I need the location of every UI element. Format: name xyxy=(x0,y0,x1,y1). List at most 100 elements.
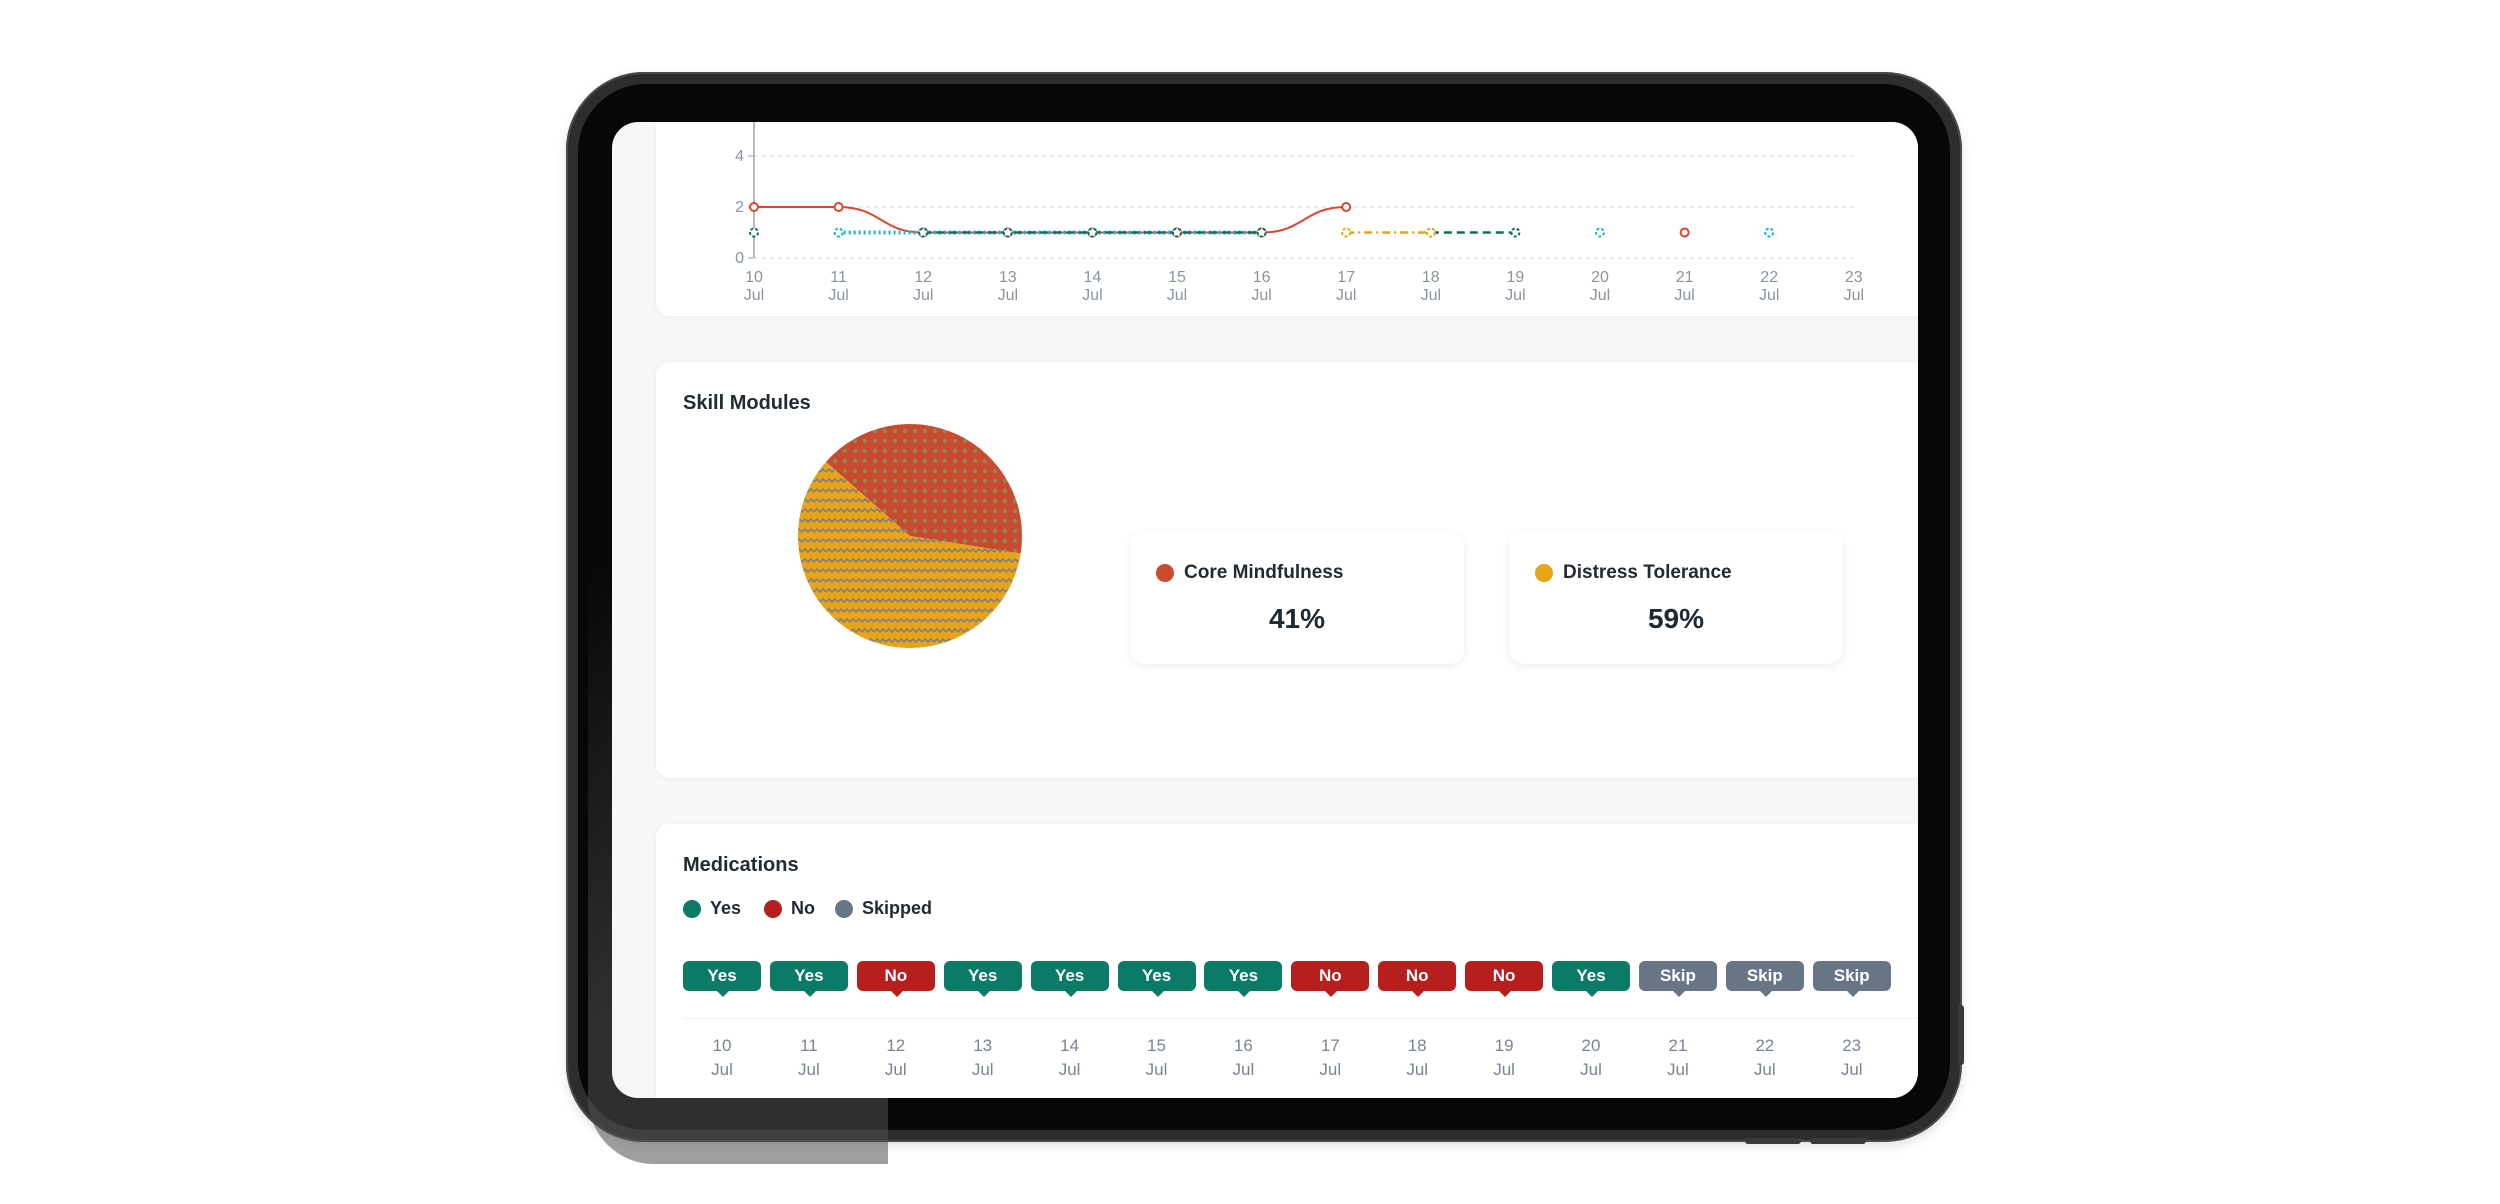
series-point-1[interactable] xyxy=(1764,227,1775,238)
series-point-2[interactable] xyxy=(749,227,759,238)
medication-date: 23 Jul xyxy=(1822,1034,1882,1082)
medication-date: 22 Jul xyxy=(1735,1034,1795,1082)
x-tick-day: 16 xyxy=(1253,269,1271,286)
medication-date-month: Jul xyxy=(1319,1060,1342,1079)
medication-date-day: 21 xyxy=(1668,1036,1688,1055)
medication-status-pill[interactable]: No xyxy=(856,961,935,997)
medication-date-month: Jul xyxy=(1580,1060,1602,1079)
x-tick-month: Jul xyxy=(1082,287,1102,304)
stat-card-core-mindfulness: Core Mindfulness 41% xyxy=(1130,532,1464,664)
x-tick-day: 23 xyxy=(1845,269,1863,286)
x-tick-day: 18 xyxy=(1422,269,1440,286)
x-tick-month: Jul xyxy=(1844,287,1864,304)
medication-date-month: Jul xyxy=(1753,1060,1776,1079)
medication-status-pill[interactable]: Yes xyxy=(769,961,848,997)
medication-status-pill[interactable]: Yes xyxy=(683,961,761,997)
skill-modules-card: Skill Modules Core Mindfulness 41% Distr… xyxy=(656,362,1918,778)
x-tick-day: 12 xyxy=(914,269,932,286)
line-chart: 02410Jul11Jul12Jul13Jul14Jul15Jul16Jul17… xyxy=(735,122,1864,304)
medication-status-pill[interactable]: No xyxy=(1378,961,1457,997)
skill-modules-title: Skill Modules xyxy=(683,392,811,414)
medication-date: 19 Jul xyxy=(1474,1034,1534,1082)
distress-tolerance-value: 59% xyxy=(1647,603,1705,634)
medication-date: 20 Jul xyxy=(1561,1034,1621,1082)
medication-date: 14 Jul xyxy=(1040,1034,1100,1082)
medication-date-day: 23 xyxy=(1842,1036,1862,1055)
medication-date-day: 17 xyxy=(1320,1036,1340,1055)
medication-date-day: 19 xyxy=(1494,1036,1514,1055)
medication-status-pill[interactable]: Yes xyxy=(1204,961,1283,997)
medication-date-month: Jul xyxy=(1145,1060,1168,1079)
medication-status-pill[interactable]: Skip xyxy=(1812,961,1891,997)
x-tick-month: Jul xyxy=(1421,287,1441,304)
medication-date-day: 20 xyxy=(1581,1036,1601,1055)
medications-title: Medications xyxy=(683,854,799,876)
medication-date: 16 Jul xyxy=(1213,1034,1273,1082)
medication-status-pill[interactable]: No xyxy=(1291,961,1370,997)
x-tick-day: 17 xyxy=(1337,269,1355,286)
medication-date-month: Jul xyxy=(1667,1060,1689,1079)
pie-slice-distress-tolerance[interactable] xyxy=(798,461,1021,648)
stat-card-distress-tolerance: Distress Tolerance 59% xyxy=(1509,532,1843,664)
medication-date-day: 18 xyxy=(1407,1036,1427,1055)
x-tick-month: Jul xyxy=(913,287,933,304)
legend-no-label: No xyxy=(791,898,815,918)
core-mindfulness-value: 41% xyxy=(1268,603,1326,634)
medication-date-month: Jul xyxy=(1232,1060,1255,1079)
x-tick-month: Jul xyxy=(828,287,848,304)
series-point-1[interactable] xyxy=(1595,227,1605,238)
x-tick-month: Jul xyxy=(998,287,1018,304)
pie-slice-core-mindfulness[interactable] xyxy=(825,423,1022,554)
x-tick-day: 20 xyxy=(1591,269,1609,286)
medication-date-day: 14 xyxy=(1060,1036,1080,1055)
series-point-1[interactable] xyxy=(833,227,844,238)
medication-date: 17 Jul xyxy=(1300,1034,1360,1082)
core-mindfulness-swatch xyxy=(1156,564,1174,582)
legend-yes-dot xyxy=(683,900,701,918)
medication-date-month: Jul xyxy=(711,1060,733,1079)
x-tick-day: 10 xyxy=(745,269,763,286)
medication-date-day: 13 xyxy=(973,1036,993,1055)
medication-date-month: Jul xyxy=(971,1060,994,1079)
x-tick-month: Jul xyxy=(1505,287,1525,304)
medication-date-day: 10 xyxy=(712,1036,732,1055)
medication-status-pill[interactable]: Yes xyxy=(943,961,1022,997)
series-point-2[interactable] xyxy=(918,227,929,238)
legend-no-dot xyxy=(764,900,782,918)
legend-yes-label: Yes xyxy=(710,898,742,918)
medication-status-pill[interactable]: Skip xyxy=(1725,961,1804,997)
x-tick-day: 13 xyxy=(999,269,1017,286)
medication-date-month: Jul xyxy=(1840,1060,1863,1079)
medication-date: 21 Jul xyxy=(1648,1034,1708,1082)
x-tick-month: Jul xyxy=(1336,287,1356,304)
x-tick-month: Jul xyxy=(744,287,764,304)
series-point-3[interactable] xyxy=(1425,227,1436,238)
x-tick-day: 14 xyxy=(1084,269,1102,286)
medication-status-pill[interactable]: Yes xyxy=(1030,961,1109,997)
medication-status-pill[interactable]: Yes xyxy=(1117,961,1196,997)
x-tick-day: 15 xyxy=(1168,269,1186,286)
medication-date: 11 Jul xyxy=(779,1034,839,1082)
medication-status-pill[interactable]: Yes xyxy=(1552,961,1630,997)
series-point-0[interactable] xyxy=(833,202,844,212)
series-point-2[interactable] xyxy=(1002,227,1013,238)
series-point-3[interactable] xyxy=(1341,227,1352,238)
x-tick-day: 11 xyxy=(830,269,847,286)
y-tick-label: 0 xyxy=(735,250,744,267)
y-tick-label: 4 xyxy=(735,148,744,165)
side-button xyxy=(1958,1005,1964,1065)
series-point-0[interactable] xyxy=(749,202,759,212)
series-point-0[interactable] xyxy=(1341,202,1352,212)
medication-status-pill[interactable]: Skip xyxy=(1638,961,1717,997)
series-point-2[interactable] xyxy=(1172,227,1182,238)
medication-status-pill[interactable]: No xyxy=(1465,961,1544,997)
series-point-0[interactable] xyxy=(1679,227,1690,238)
series-point-2[interactable] xyxy=(1256,227,1267,238)
distress-tolerance-label: Distress Tolerance xyxy=(1563,562,1732,583)
medication-date-day: 15 xyxy=(1147,1036,1166,1055)
x-tick-month: Jul xyxy=(1167,287,1187,304)
medication-date-month: Jul xyxy=(798,1060,820,1079)
legend-skipped-label: Skipped xyxy=(862,898,933,918)
series-point-2[interactable] xyxy=(1510,227,1521,238)
series-point-2[interactable] xyxy=(1087,227,1098,238)
